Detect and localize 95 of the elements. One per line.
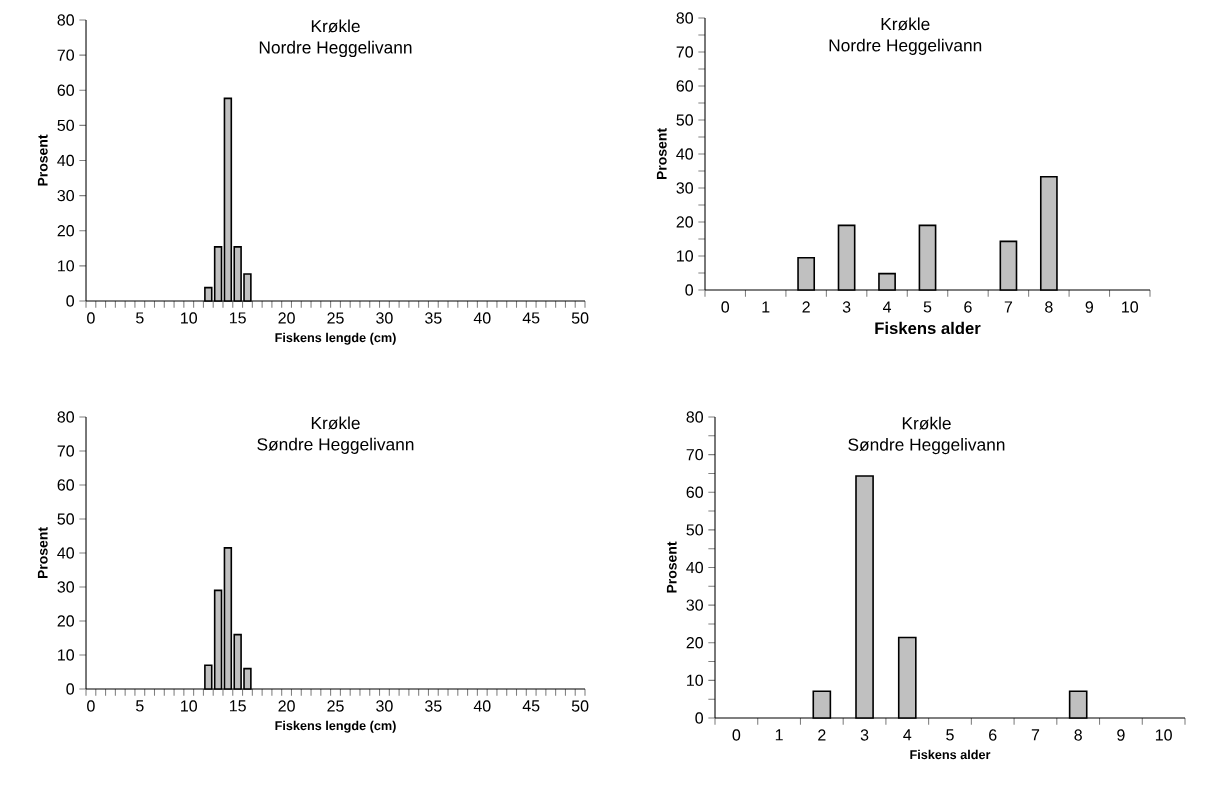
- y-axis-title: Prosent: [656, 128, 667, 180]
- text: Nordre Heggelivann: [829, 38, 982, 55]
- y-tick-label: 50: [57, 513, 75, 525]
- y-tick-label: 40: [686, 561, 704, 574]
- x-tick-label: 1: [775, 729, 783, 741]
- x-tick-label: 7: [1031, 729, 1040, 741]
- x-tick-label: 10: [181, 700, 198, 712]
- y-tick-label: 30: [686, 599, 704, 611]
- y-tick-label: 40: [57, 154, 75, 167]
- x-tick-label: 1: [762, 301, 770, 313]
- x-tick-label: 15: [229, 312, 246, 324]
- x-tick-label: 50: [571, 700, 589, 712]
- x-tick-label: 10: [1122, 301, 1139, 313]
- x-tick-label: 2: [818, 729, 826, 741]
- x-tick-label: 20: [278, 700, 295, 712]
- chart-title: Krøkle: [311, 416, 360, 430]
- y-tick-label: 40: [676, 148, 694, 160]
- y-tick-label: 70: [676, 46, 694, 58]
- text: Nordre Heggelivann: [259, 40, 412, 58]
- x-tick-label: 35: [425, 312, 442, 324]
- x-tick-label: 3: [860, 729, 869, 741]
- x-tick-label: 45: [522, 312, 540, 324]
- y-tick-label: 80: [57, 411, 75, 423]
- y-axis-title: Prosent: [37, 527, 48, 579]
- x-tick-label: 25: [327, 312, 344, 324]
- x-tick-label: 30: [376, 312, 393, 324]
- x-tick-label: 9: [1085, 301, 1093, 313]
- y-axis-title: Prosent: [37, 134, 48, 186]
- y-tick-label: 10: [677, 250, 694, 262]
- x-tick-label: 25: [327, 700, 344, 712]
- text: Søndre Heggelivann: [257, 437, 414, 454]
- x-tick-label: 0: [87, 700, 95, 712]
- y-tick-label: 0: [695, 712, 704, 724]
- x-tick-label: 9: [1117, 729, 1125, 741]
- x-tick-label: 8: [1074, 729, 1082, 741]
- x-tick-label: 45: [522, 700, 540, 712]
- x-axis-title: Fiskens alder: [875, 321, 981, 335]
- y-tick-label: 50: [686, 524, 704, 536]
- y-tick-label: 10: [58, 260, 75, 272]
- x-tick-label: 8: [1045, 301, 1053, 313]
- y-tick-label: 50: [57, 119, 75, 132]
- y-axis-title: Prosent: [666, 541, 677, 593]
- x-tick-label: 5: [136, 312, 144, 324]
- y-tick-label: 20: [57, 225, 75, 237]
- y-tick-label: 70: [686, 448, 704, 461]
- x-tick-label: 6: [989, 729, 997, 741]
- x-tick-label: 15: [229, 700, 246, 712]
- chart-title: Krøkle: [902, 416, 951, 430]
- x-tick-label: 10: [1155, 729, 1172, 741]
- x-tick-label: 4: [882, 301, 892, 313]
- x-tick-label: 10: [181, 312, 198, 324]
- x-tick-label: 3: [842, 301, 851, 313]
- y-tick-label: 40: [57, 547, 75, 559]
- x-tick-label: 20: [278, 312, 295, 324]
- x-tick-label: 7: [1004, 301, 1013, 313]
- y-tick-label: 30: [676, 182, 694, 194]
- y-tick-label: 0: [685, 284, 694, 296]
- x-tick-label: 35: [425, 700, 442, 712]
- x-tick-label: 30: [376, 700, 393, 712]
- y-tick-label: 60: [57, 479, 75, 491]
- x-tick-label: 0: [732, 729, 741, 741]
- y-tick-label: 60: [676, 80, 694, 92]
- x-tick-label: 40: [473, 312, 491, 324]
- x-tick-label: 5: [136, 700, 144, 712]
- y-tick-label: 80: [676, 12, 694, 24]
- x-tick-label: 2: [802, 301, 810, 313]
- y-tick-label: 60: [57, 84, 75, 96]
- x-tick-label: 40: [473, 700, 491, 712]
- x-tick-label: 5: [923, 301, 932, 313]
- x-tick-label: 0: [87, 312, 95, 324]
- y-tick-label: 20: [676, 216, 694, 228]
- y-tick-label: 20: [686, 637, 704, 649]
- x-axis-title: Fiskens lengde (cm): [275, 332, 396, 345]
- x-tick-label: 5: [946, 729, 954, 741]
- y-tick-label: 10: [687, 674, 704, 687]
- x-tick-label: 4: [903, 729, 912, 741]
- y-tick-label: 20: [57, 615, 75, 627]
- x-tick-label: 6: [964, 301, 972, 313]
- y-tick-label: 70: [57, 445, 75, 457]
- y-tick-label: 0: [66, 683, 75, 695]
- y-tick-label: 80: [686, 411, 704, 423]
- x-axis-title: Fiskens lengde (cm): [275, 720, 396, 733]
- chart-title: Krøkle: [311, 19, 360, 33]
- y-tick-label: 70: [57, 49, 75, 61]
- y-tick-label: 30: [57, 581, 75, 593]
- y-tick-label: 30: [57, 189, 75, 202]
- x-tick-label: 50: [571, 312, 589, 324]
- x-axis-title: Fiskens alder: [910, 749, 991, 760]
- y-tick-label: 80: [57, 14, 75, 26]
- y-tick-label: 10: [58, 649, 75, 661]
- y-tick-label: 60: [686, 486, 704, 498]
- x-tick-label: 0: [721, 301, 730, 313]
- text: Søndre Heggelivann: [848, 438, 1005, 455]
- y-tick-label: 50: [676, 114, 694, 126]
- chart-title: Krøkle: [881, 17, 930, 31]
